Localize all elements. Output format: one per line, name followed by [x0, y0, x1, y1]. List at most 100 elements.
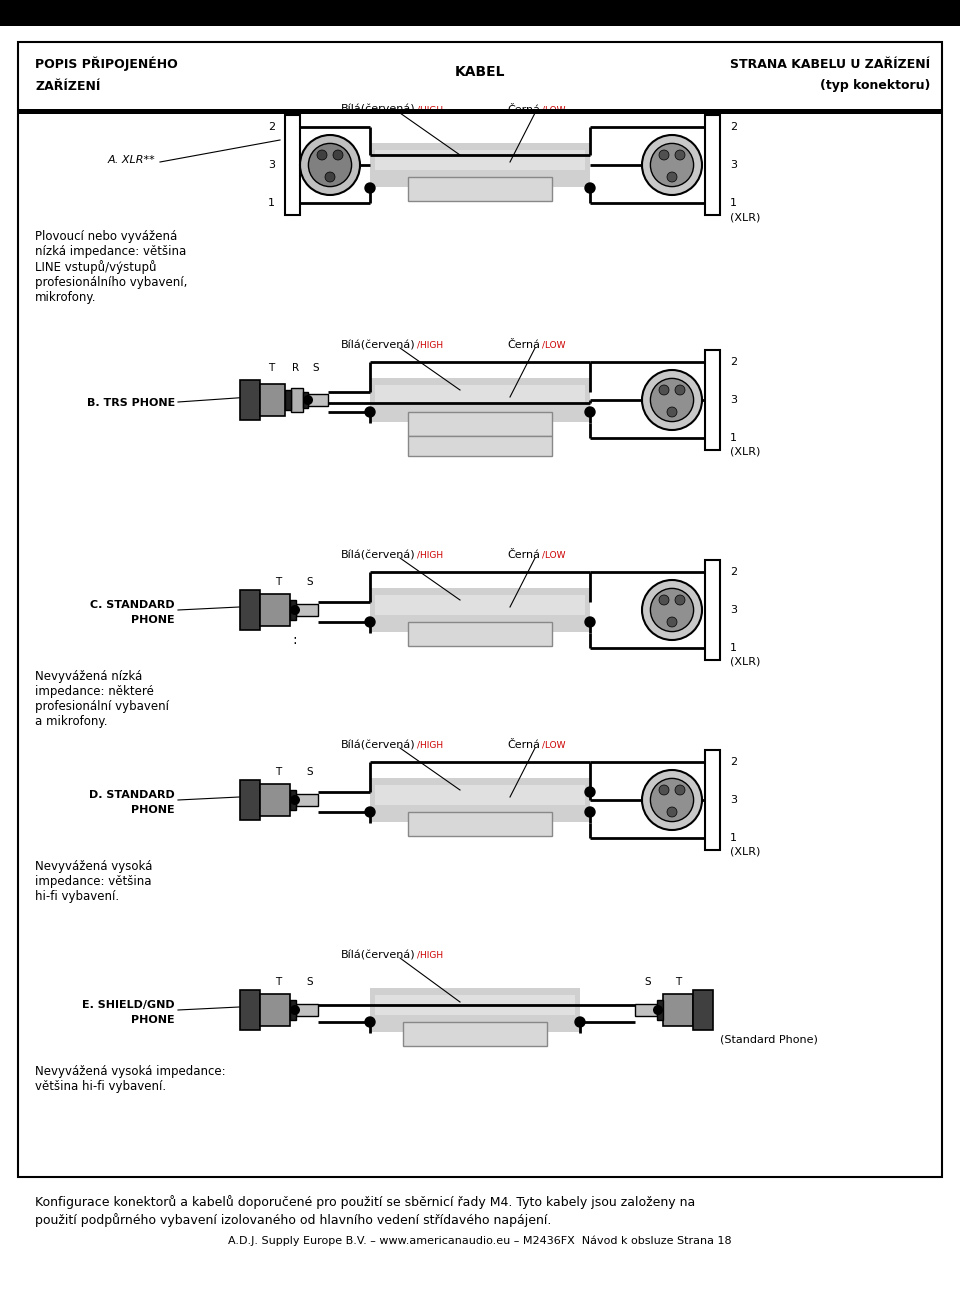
Text: Nevyvážená vysoká impedance:
většina hi-fi vybavení.: Nevyvážená vysoká impedance: většina hi-… — [35, 1065, 226, 1093]
Text: S: S — [645, 977, 651, 988]
Text: PHONE: PHONE — [132, 616, 175, 625]
Circle shape — [300, 135, 360, 194]
Text: C. STANDARD: C. STANDARD — [90, 600, 175, 610]
Bar — [705, 560, 720, 660]
Bar — [403, 1023, 547, 1046]
Circle shape — [667, 172, 677, 181]
Text: 2: 2 — [730, 122, 737, 132]
Circle shape — [675, 385, 685, 395]
Text: R: R — [293, 363, 300, 373]
Text: Shield/GND: Shield/GND — [448, 629, 512, 639]
Text: KONEKTORY (pokračování): KONEKTORY (pokračování) — [8, 5, 236, 21]
Text: (typ konektoru): (typ konektoru) — [820, 79, 930, 92]
Circle shape — [651, 779, 693, 822]
Circle shape — [675, 595, 685, 605]
Circle shape — [585, 807, 595, 816]
Text: Bílá(červená): Bílá(červená) — [341, 550, 415, 560]
Bar — [705, 115, 720, 215]
Bar — [370, 143, 590, 187]
Bar — [260, 784, 290, 816]
Circle shape — [667, 617, 677, 627]
Text: 1: 1 — [730, 833, 737, 842]
Circle shape — [290, 794, 300, 805]
Bar — [290, 791, 296, 810]
Text: (XLR): (XLR) — [730, 213, 760, 222]
Circle shape — [675, 785, 685, 794]
Bar — [370, 778, 590, 822]
Circle shape — [651, 144, 693, 187]
Text: /LOW: /LOW — [542, 105, 565, 114]
Bar — [296, 604, 318, 616]
Text: 3: 3 — [730, 395, 737, 404]
Bar — [240, 990, 260, 1030]
Circle shape — [675, 150, 685, 159]
Text: 1: 1 — [268, 198, 275, 207]
Bar — [705, 350, 720, 450]
Text: 2: 2 — [730, 757, 737, 767]
Text: Bílá(červená): Bílá(červená) — [341, 340, 415, 350]
Text: POPIS PŘIPOJENÉHO: POPIS PŘIPOJENÉHO — [35, 57, 178, 71]
Circle shape — [651, 588, 693, 631]
Bar — [240, 780, 260, 820]
Text: T: T — [275, 767, 281, 778]
Text: STRANA KABELU U ZAŘÍZENÍ: STRANA KABELU U ZAŘÍZENÍ — [730, 57, 930, 70]
Text: (XLR): (XLR) — [730, 848, 760, 857]
Text: PHONE: PHONE — [132, 805, 175, 815]
Text: /HIGH: /HIGH — [417, 341, 444, 350]
Circle shape — [365, 183, 375, 193]
Bar — [296, 1004, 318, 1016]
Bar — [290, 600, 296, 619]
Circle shape — [317, 150, 327, 159]
Bar — [375, 785, 585, 805]
Text: T: T — [275, 977, 281, 988]
Circle shape — [365, 1017, 375, 1026]
Bar — [657, 1001, 663, 1020]
Text: D. STANDARD: D. STANDARD — [89, 791, 175, 800]
Circle shape — [585, 787, 595, 797]
Text: A. XLR**: A. XLR** — [108, 156, 155, 165]
Bar — [408, 435, 552, 456]
Circle shape — [585, 407, 595, 417]
Circle shape — [659, 785, 669, 794]
Text: A.D.J. Supply Europe B.V. – www.americanaudio.eu – M2436FX  Návod k obsluze Stra: A.D.J. Supply Europe B.V. – www.american… — [228, 1235, 732, 1245]
Circle shape — [642, 369, 702, 430]
Circle shape — [290, 605, 300, 616]
Text: Shield/GND: Shield/GND — [444, 1029, 507, 1039]
Text: 1: 1 — [730, 433, 737, 443]
Bar — [308, 394, 328, 406]
Bar — [18, 109, 942, 114]
Bar — [663, 994, 693, 1026]
Circle shape — [642, 770, 702, 829]
Bar — [291, 388, 303, 412]
Text: Shield/GND: Shield/GND — [448, 419, 512, 429]
Circle shape — [303, 395, 313, 404]
Circle shape — [365, 807, 375, 816]
Text: /LOW: /LOW — [542, 551, 565, 560]
Circle shape — [667, 807, 677, 816]
Text: použití podpůrného vybavení izolovaného od hlavního vedení střídavého napájení.: použití podpůrného vybavení izolovaného … — [35, 1213, 551, 1227]
Text: Konfigurace konektorů a kabelů doporučené pro použití se sběrnicí řady M4. Tyto : Konfigurace konektorů a kabelů doporučen… — [35, 1195, 695, 1209]
Text: PHONE: PHONE — [132, 1015, 175, 1025]
Bar — [285, 115, 300, 215]
Circle shape — [651, 378, 693, 421]
Text: 3: 3 — [730, 794, 737, 805]
Text: /HIGH: /HIGH — [417, 950, 444, 959]
Text: Shield/GND: Shield/GND — [448, 819, 512, 829]
Text: 3: 3 — [268, 159, 275, 170]
Bar — [635, 1004, 657, 1016]
Text: /HIGH: /HIGH — [417, 551, 444, 560]
Bar — [240, 380, 260, 420]
Bar — [240, 590, 260, 630]
Circle shape — [659, 150, 669, 159]
Text: Bílá(červená): Bílá(červená) — [341, 740, 415, 750]
Bar — [375, 995, 575, 1015]
Text: 2: 2 — [730, 568, 737, 577]
Text: Nevyvážená nízká
impedance: některé
profesionální vybavení
a mikrofony.: Nevyvážená nízká impedance: některé prof… — [35, 670, 169, 728]
Text: Černá: Černá — [507, 550, 540, 560]
Bar — [375, 595, 585, 616]
Circle shape — [575, 1017, 585, 1026]
Circle shape — [585, 183, 595, 193]
Bar — [370, 378, 590, 422]
Circle shape — [585, 617, 595, 627]
Text: Černá: Černá — [507, 340, 540, 350]
